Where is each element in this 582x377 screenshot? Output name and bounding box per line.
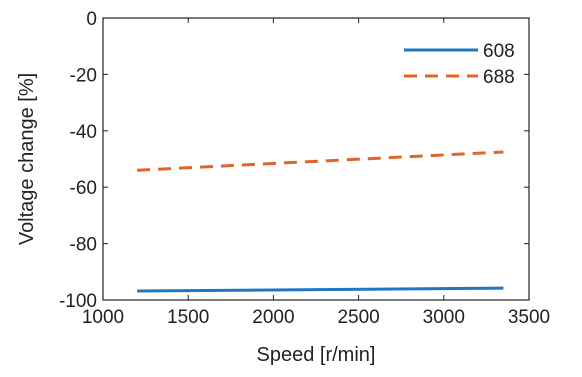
x-tick-label: 2500 bbox=[337, 307, 379, 328]
x-tick-label: 3000 bbox=[423, 307, 465, 328]
y-tick-label: 0 bbox=[86, 9, 97, 30]
y-tick-label: -100 bbox=[59, 291, 97, 312]
legend-label: 608 bbox=[483, 41, 515, 62]
axis-ticks: 1000 1500 2000 2500 3000 3500 0 -20 -40 -60 -80 -10… bbox=[59, 9, 550, 328]
series-line-688 bbox=[137, 150, 504, 172]
x-axis-title: Speed [r/min] bbox=[257, 344, 376, 366]
x-tick-label: 3500 bbox=[508, 307, 550, 328]
y-tick-label: -60 bbox=[70, 178, 97, 199]
y-tick-label: -40 bbox=[70, 122, 97, 143]
y-tick-label: -20 bbox=[70, 65, 97, 86]
x-tick-label: 1500 bbox=[167, 307, 209, 328]
legend-label: 688 bbox=[483, 67, 515, 88]
x-tick-label: 1000 bbox=[82, 307, 124, 328]
series-layer bbox=[137, 150, 504, 293]
y-tick-label: -80 bbox=[70, 235, 97, 256]
x-tick-label: 2000 bbox=[252, 307, 294, 328]
y-axis-title: Voltage change [%] bbox=[16, 73, 38, 245]
series-line-608 bbox=[137, 286, 504, 293]
plot-area bbox=[102, 17, 530, 301]
